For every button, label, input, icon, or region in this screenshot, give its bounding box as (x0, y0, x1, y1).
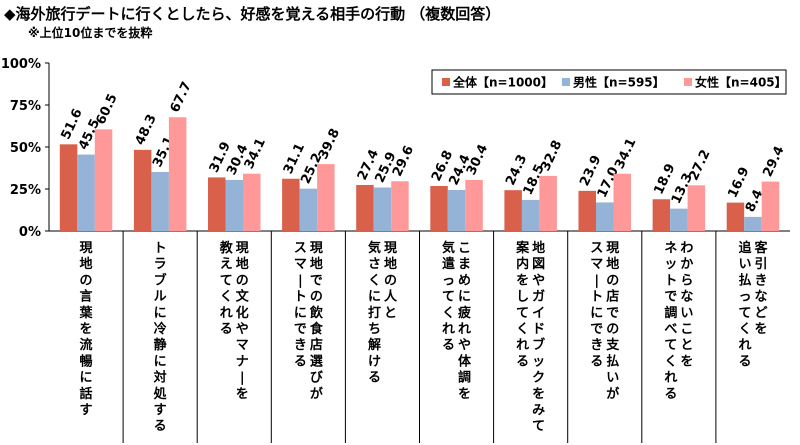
bar (447, 190, 466, 231)
bar (282, 178, 300, 231)
category-label: 客引きなどを (754, 240, 768, 337)
bar (133, 149, 152, 231)
data-label: 39.8 (316, 126, 343, 161)
legend-label: 男性【n=595】 (573, 75, 665, 90)
data-label: 34.1 (612, 136, 639, 171)
bar (687, 185, 706, 231)
category-label: 気さくに打ち解ける (367, 240, 381, 386)
legend-swatch (684, 78, 692, 86)
y-tick-label: 75% (10, 99, 41, 114)
category-label: スマ|トにできる (590, 241, 603, 369)
bar (317, 164, 335, 231)
bar (94, 129, 113, 231)
data-label: 60.5 (94, 92, 121, 127)
y-tick-label: 0% (19, 225, 41, 240)
bar (243, 173, 261, 231)
bar (373, 187, 392, 231)
bar (225, 179, 243, 231)
y-tick-label: 25% (10, 183, 41, 198)
category-label: 現地の人と (384, 241, 398, 321)
data-label: 48.3 (133, 112, 160, 147)
data-label: 32.8 (538, 138, 565, 173)
bar (652, 199, 671, 231)
bar (356, 184, 374, 231)
bar (670, 208, 688, 231)
bar (299, 188, 318, 231)
data-label: 67.7 (168, 80, 195, 115)
category-label: 現地での飲食店選びが (309, 241, 324, 402)
category-label: わからないことを (680, 241, 693, 369)
category-label: 地図やガイドブックをみて (532, 240, 545, 434)
y-tick-label: 100% (1, 57, 41, 72)
bar (208, 177, 226, 231)
category-label: こまめに疲れや体調を (458, 241, 472, 402)
category-label: トラブルに冷静に対処する (153, 241, 168, 434)
bar (504, 190, 522, 231)
category-label: 現地の店での支払いが (605, 241, 620, 402)
legend-label: 全体【n=1000】 (452, 75, 553, 90)
data-label: 27.2 (686, 148, 713, 183)
legend-swatch (562, 78, 570, 86)
bar (151, 172, 169, 231)
bar (761, 181, 780, 231)
bar (726, 202, 745, 231)
y-tick-label: 50% (10, 141, 41, 156)
legend-label: 女性【n=405】 (695, 75, 787, 90)
data-label: 29.4 (760, 144, 787, 179)
bar (391, 181, 409, 231)
bar (613, 173, 631, 231)
chart-title: ◆海外旅行デートに行くとしたら、好感を覚える相手の行動 （複数回答） (4, 5, 501, 23)
bar (521, 199, 540, 231)
category-label: 教えてくれる (219, 240, 234, 337)
bar (578, 190, 596, 231)
bar (744, 216, 762, 231)
chart-subtitle: ※上位10位までを抜粋 (28, 26, 153, 40)
category-label: スマ|トにできる (294, 241, 307, 369)
category-label: 追い払ってくれる (738, 240, 752, 369)
bar (465, 179, 483, 231)
bar (430, 185, 448, 231)
bar (168, 117, 187, 231)
category-label: 現地の言葉を流暢に話す (79, 241, 94, 418)
bar (59, 144, 78, 231)
legend-box (431, 69, 787, 95)
bar (539, 175, 557, 231)
category-label: ネットで調べてくれる (664, 241, 677, 402)
bar (77, 154, 95, 231)
category-label: 気遣ってくれる (442, 240, 455, 353)
legend-swatch (442, 78, 450, 86)
category-label: 現地の文化やマナ|を (236, 241, 250, 402)
bar (596, 202, 614, 231)
category-label: 案内をしてくれる (515, 240, 530, 369)
